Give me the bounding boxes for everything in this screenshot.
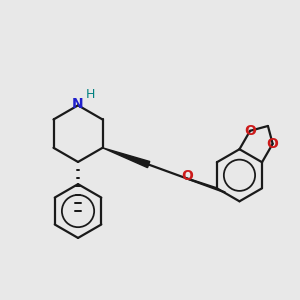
Text: O: O <box>244 124 256 138</box>
Polygon shape <box>103 148 150 168</box>
Text: N: N <box>72 97 84 111</box>
Text: O: O <box>267 137 279 151</box>
Text: H: H <box>86 88 95 101</box>
Text: O: O <box>181 169 193 183</box>
